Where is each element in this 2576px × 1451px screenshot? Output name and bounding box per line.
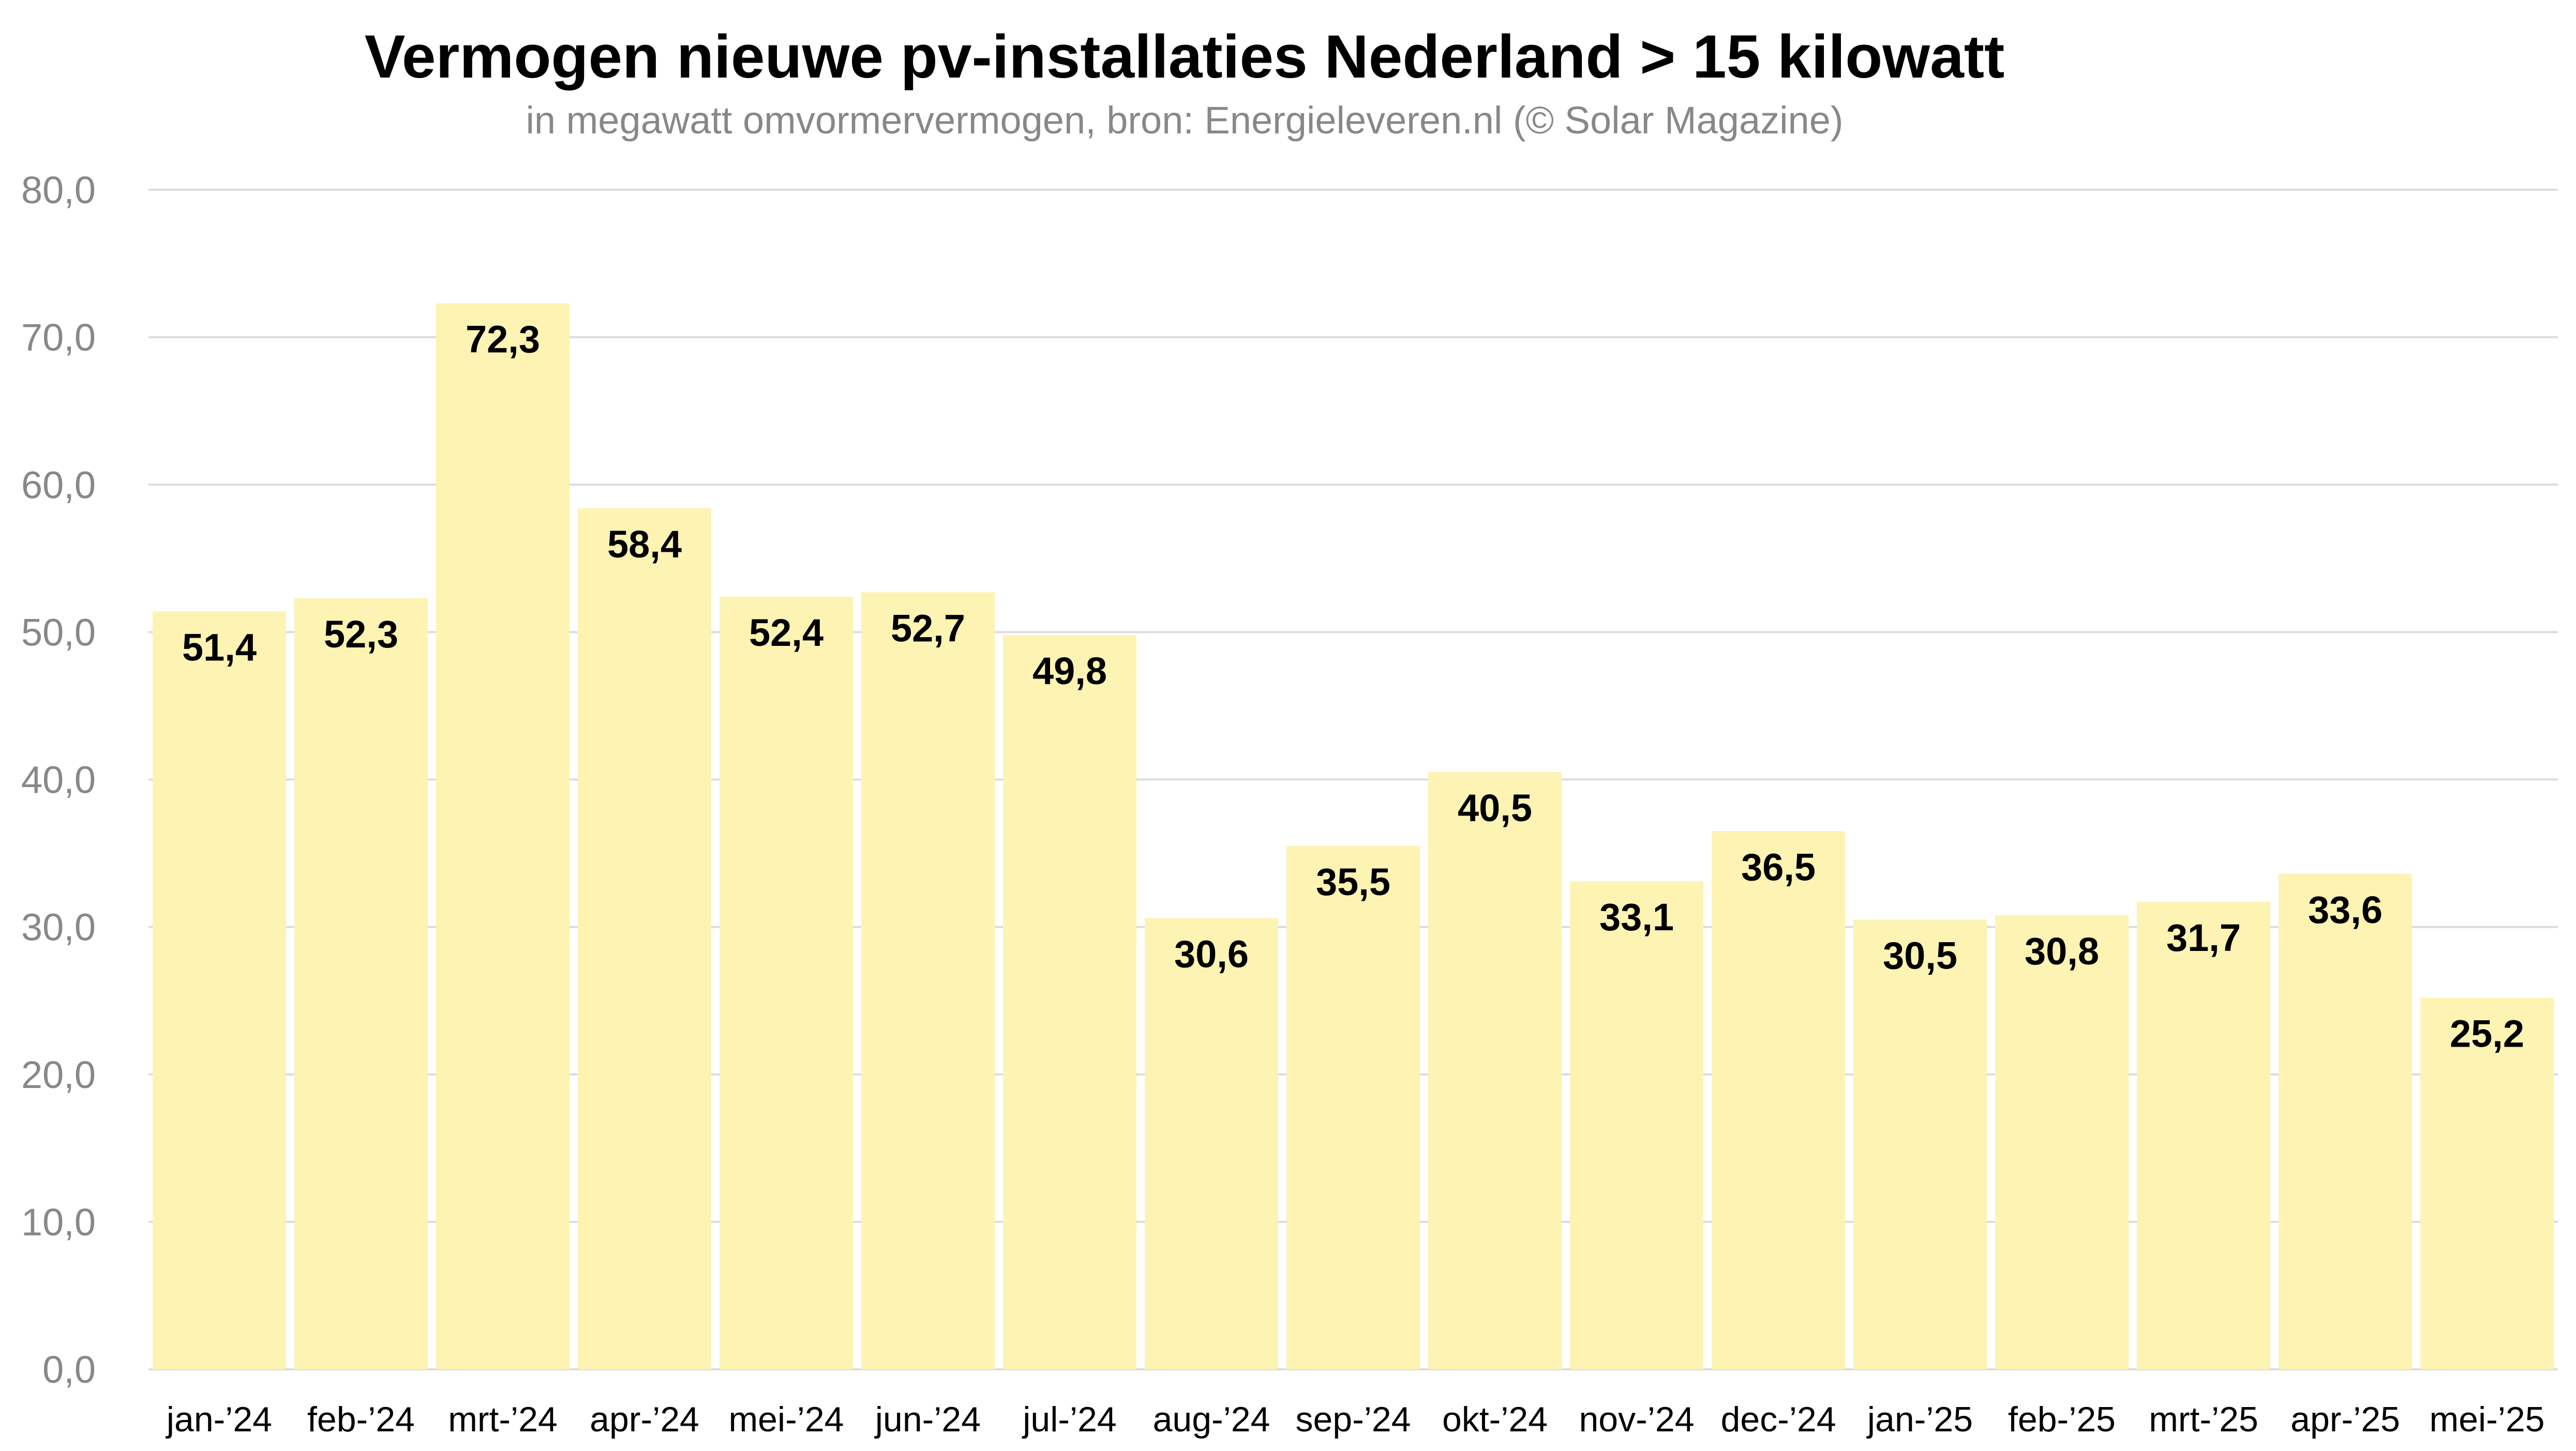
x-tick-label: mei-’25 — [2430, 1400, 2545, 1439]
y-tick-label: 0,0 — [42, 1348, 96, 1391]
y-tick-label: 60,0 — [21, 463, 96, 506]
bar — [1853, 919, 1987, 1369]
data-label: 31,7 — [2166, 916, 2241, 959]
data-label: 52,3 — [324, 613, 398, 656]
data-label: 33,1 — [1599, 896, 1674, 939]
bar — [578, 508, 711, 1369]
bar — [294, 598, 428, 1369]
bar — [436, 303, 570, 1369]
x-tick-label: jan-’25 — [1866, 1400, 1973, 1439]
bar — [1286, 845, 1420, 1369]
x-tick-label: jun-’24 — [874, 1400, 981, 1439]
x-tick-label: feb-’24 — [307, 1400, 415, 1439]
x-tick-label: nov-’24 — [1579, 1400, 1694, 1439]
bar — [1145, 918, 1278, 1369]
bar — [153, 611, 286, 1369]
bar — [1570, 881, 1703, 1369]
data-label: 30,6 — [1174, 933, 1249, 976]
x-tick-label: mei-’24 — [729, 1400, 844, 1439]
x-tick-label: mrt-’25 — [2149, 1400, 2258, 1439]
x-tick-label: sep-’24 — [1295, 1400, 1411, 1439]
bar — [2137, 902, 2270, 1369]
bar — [1003, 635, 1136, 1369]
data-label: 30,8 — [2025, 930, 2099, 973]
bar — [1995, 915, 2129, 1369]
x-tick-label: jul-’24 — [1022, 1400, 1116, 1439]
x-tick-label: apr-’25 — [2290, 1400, 2400, 1439]
data-label: 25,2 — [2450, 1012, 2524, 1055]
bar — [861, 592, 995, 1369]
bar — [1712, 831, 1845, 1369]
x-tick-label: mrt-’24 — [448, 1400, 558, 1439]
x-tick-label: dec-’24 — [1720, 1400, 1836, 1439]
x-tick-label: feb-’25 — [2008, 1400, 2116, 1439]
y-tick-label: 50,0 — [21, 611, 96, 654]
x-tick-label: aug-’24 — [1153, 1400, 1270, 1439]
data-label: 33,6 — [2308, 888, 2383, 931]
bar — [1428, 772, 1562, 1369]
bar — [2420, 997, 2554, 1369]
x-tick-label: okt-’24 — [1442, 1400, 1548, 1439]
data-label: 40,5 — [1458, 787, 1532, 829]
chart-title: Vermogen nieuwe pv-installaties Nederlan… — [365, 23, 2005, 91]
bar — [2279, 873, 2412, 1369]
y-tick-label: 10,0 — [21, 1201, 96, 1244]
data-label: 36,5 — [1741, 845, 1816, 888]
x-tick-label: jan-’24 — [166, 1400, 272, 1439]
x-tick-label: apr-’24 — [590, 1400, 699, 1439]
data-label: 51,4 — [182, 626, 257, 669]
data-label: 52,7 — [891, 607, 965, 649]
y-tick-label: 20,0 — [21, 1053, 96, 1096]
chart-subtitle: in megawatt omvormervermogen, bron: Ener… — [526, 99, 1843, 142]
y-tick-label: 40,0 — [21, 759, 96, 802]
data-label: 58,4 — [607, 523, 682, 566]
data-label: 72,3 — [466, 318, 540, 361]
y-tick-label: 80,0 — [21, 169, 96, 211]
data-label: 52,4 — [749, 611, 823, 654]
bar — [720, 596, 853, 1369]
data-label: 35,5 — [1316, 860, 1390, 903]
y-tick-label: 30,0 — [21, 906, 96, 949]
y-tick-label: 70,0 — [21, 316, 96, 359]
data-label: 30,5 — [1883, 934, 1957, 977]
data-label: 49,8 — [1032, 649, 1107, 692]
